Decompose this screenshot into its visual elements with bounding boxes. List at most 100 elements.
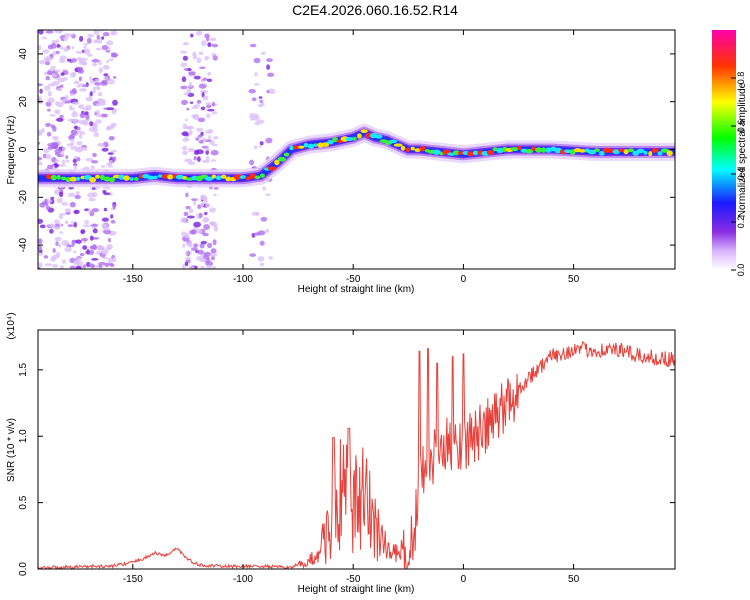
ridge-peak — [138, 174, 144, 179]
noise-dot — [182, 264, 186, 269]
ridge-peak — [89, 177, 97, 183]
noise-dot — [85, 104, 92, 111]
noise-dot — [182, 131, 189, 137]
noise-dot — [265, 228, 270, 233]
noise-dot — [206, 265, 213, 269]
noise-dot — [112, 76, 117, 79]
noise-dot — [45, 205, 51, 211]
noise-dot — [89, 121, 93, 127]
noise-dot — [89, 76, 93, 82]
noise-dot — [207, 42, 212, 48]
noise-dot — [56, 197, 63, 204]
noise-dot — [206, 36, 210, 42]
noise-dot — [76, 257, 82, 261]
noise-dot — [249, 159, 255, 166]
noise-dot — [78, 104, 85, 110]
noise-dot — [38, 83, 43, 87]
noise-dot — [180, 62, 188, 68]
noise-dot — [249, 253, 257, 257]
noise-dot — [61, 259, 67, 264]
noise-dot — [91, 208, 100, 213]
snr-xtick-label: 50 — [568, 574, 580, 585]
noise-dot — [64, 95, 69, 100]
noise-dot — [258, 96, 263, 99]
ridge-peak — [289, 145, 294, 151]
noise-dot — [211, 111, 218, 115]
noise-dot — [87, 209, 92, 213]
ridge-peak — [360, 129, 368, 134]
noise-dot — [98, 263, 103, 268]
noise-dot — [86, 261, 91, 268]
noise-dot — [103, 192, 111, 196]
noise-dot — [197, 134, 203, 138]
noise-dot — [266, 58, 273, 62]
noise-dot — [94, 82, 101, 86]
ridge-peak — [510, 147, 519, 152]
noise-dot — [187, 68, 192, 71]
spectrogram-ytick-label: 40 — [18, 48, 29, 60]
noise-dot — [62, 146, 66, 151]
noise-dot — [78, 119, 87, 125]
ridge-peak — [56, 174, 61, 180]
snr-xtick-label: -50 — [346, 574, 361, 585]
colorbar-tick-label: 0.8 — [736, 72, 746, 85]
noise-dot — [253, 145, 258, 150]
noise-dot — [196, 57, 202, 64]
noise-dot — [202, 217, 210, 223]
noise-dot — [52, 50, 57, 56]
noise-dot — [207, 108, 215, 112]
ridge-peak — [75, 176, 81, 181]
noise-dot — [180, 50, 188, 54]
snr-xlabel: Height of straight line (km) — [298, 584, 415, 595]
noise-dot — [81, 84, 89, 88]
noise-dot — [80, 229, 86, 234]
noise-dot — [57, 87, 63, 92]
noise-dot — [102, 65, 110, 70]
noise-dot — [100, 80, 108, 86]
noise-dot — [212, 143, 218, 147]
noise-dot — [38, 266, 41, 269]
noise-dot — [89, 210, 95, 217]
noise-dot — [57, 30, 63, 33]
ridge-peak — [153, 175, 158, 180]
noise-dot — [76, 140, 83, 146]
noise-dot — [188, 130, 193, 136]
noise-dot — [90, 80, 96, 84]
noise-dot — [47, 70, 53, 76]
noise-dot — [106, 244, 114, 250]
ridge-peak — [541, 147, 546, 153]
noise-dot — [107, 262, 114, 266]
noise-dot — [184, 118, 188, 122]
noise-dot — [96, 85, 101, 91]
noise-dot — [106, 107, 115, 111]
noise-dot — [73, 125, 78, 130]
noise-dot — [65, 211, 71, 215]
noise-dot — [45, 153, 52, 160]
ridge-peak — [249, 173, 257, 179]
noise-dot — [38, 156, 42, 161]
noise-dot — [38, 252, 44, 256]
noise-dot — [106, 59, 110, 64]
noise-dot — [203, 251, 211, 257]
noise-dot — [87, 192, 95, 198]
noise-dot — [73, 164, 77, 170]
noise-dot — [79, 112, 86, 119]
noise-dot — [183, 211, 189, 217]
snr-ylabel: SNR (10 * v/v) — [6, 418, 17, 482]
spectrogram-ytick-label: -20 — [18, 190, 29, 205]
noise-dot — [112, 156, 117, 162]
noise-dot — [71, 107, 75, 111]
noise-dot — [260, 51, 266, 55]
noise-dot — [59, 231, 64, 234]
noise-dot — [202, 232, 209, 237]
noise-dot — [69, 201, 76, 208]
noise-dot — [186, 215, 195, 219]
noise-dot — [181, 99, 188, 106]
noise-dot — [202, 95, 209, 101]
noise-dot — [38, 262, 43, 268]
noise-dot — [85, 157, 94, 162]
noise-dot — [72, 110, 77, 114]
ridge-peak — [657, 151, 663, 156]
noise-dot — [89, 91, 93, 97]
